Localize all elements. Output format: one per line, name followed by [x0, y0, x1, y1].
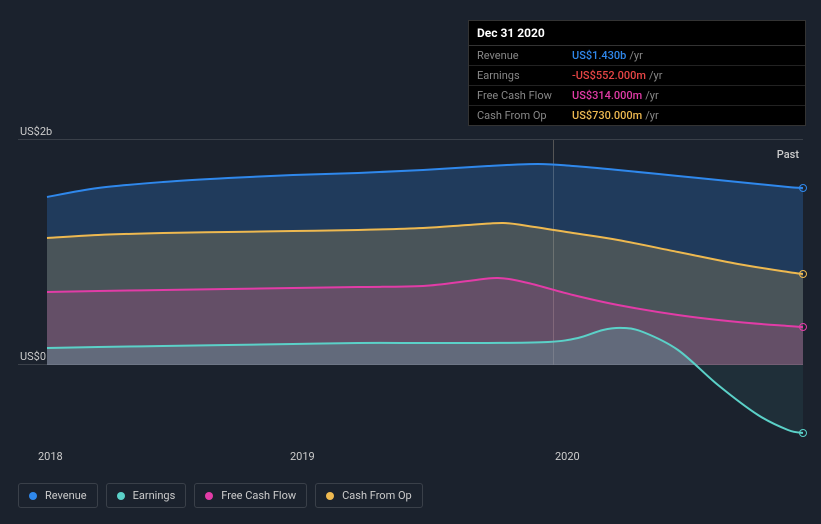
tooltip-metric-unit: /yr	[645, 109, 658, 122]
legend-label: Free Cash Flow	[221, 489, 296, 502]
legend-dot-icon	[205, 492, 213, 500]
series-endpoint-earnings	[799, 429, 807, 437]
tooltip-row: Free Cash FlowUS$314.000m/yr	[469, 86, 805, 106]
x-axis-label: 2020	[555, 450, 580, 463]
below-zero-mask	[18, 365, 803, 440]
tooltip-metric-value: -US$552.000m	[572, 69, 646, 82]
series-endpoint-revenue	[799, 184, 807, 192]
tooltip-metric-label: Cash From Op	[477, 109, 572, 122]
tooltip-metric-value: US$1.430b	[572, 49, 626, 62]
tooltip-metric-unit: /yr	[629, 49, 642, 62]
tooltip-metric-value: US$314.000m	[572, 89, 642, 102]
legend-item-revenue[interactable]: Revenue	[18, 483, 98, 508]
legend-item-free-cash-flow[interactable]: Free Cash Flow	[194, 483, 307, 508]
legend-label: Revenue	[45, 489, 87, 502]
chart-legend: Revenue Earnings Free Cash Flow Cash From O…	[18, 483, 423, 508]
legend-label: Earnings	[133, 489, 176, 502]
legend-dot-icon	[29, 492, 37, 500]
tooltip-row: Earnings-US$552.000m/yr	[469, 66, 805, 86]
legend-dot-icon	[326, 492, 334, 500]
series-endpoint-cash-from-op	[799, 270, 807, 278]
legend-dot-icon	[117, 492, 125, 500]
tooltip-metric-value: US$730.000m	[572, 109, 642, 122]
tooltip-metric-unit: /yr	[645, 89, 658, 102]
tooltip-metric-label: Free Cash Flow	[477, 89, 572, 102]
tooltip-metric-label: Earnings	[477, 69, 572, 82]
x-axis-label: 2019	[290, 450, 315, 463]
tooltip-row: RevenueUS$1.430b/yr	[469, 46, 805, 66]
chart-tooltip: Dec 31 2020 RevenueUS$1.430b/yrEarnings-…	[468, 20, 806, 126]
tooltip-date: Dec 31 2020	[469, 21, 805, 46]
x-axis-label: 2018	[38, 450, 63, 463]
tooltip-row: Cash From OpUS$730.000m/yr	[469, 106, 805, 125]
legend-item-cash-from-op[interactable]: Cash From Op	[315, 483, 423, 508]
legend-label: Cash From Op	[342, 489, 412, 502]
series-endpoint-free-cash-flow	[799, 323, 807, 331]
legend-item-earnings[interactable]: Earnings	[106, 483, 187, 508]
tooltip-metric-unit: /yr	[649, 69, 662, 82]
financial-chart-container: { "tooltip": { "date": "Dec 31 2020", "r…	[0, 0, 821, 524]
tooltip-metric-label: Revenue	[477, 49, 572, 62]
y-axis-label: US$2b	[20, 125, 52, 138]
chart-plot[interactable]	[18, 140, 803, 440]
